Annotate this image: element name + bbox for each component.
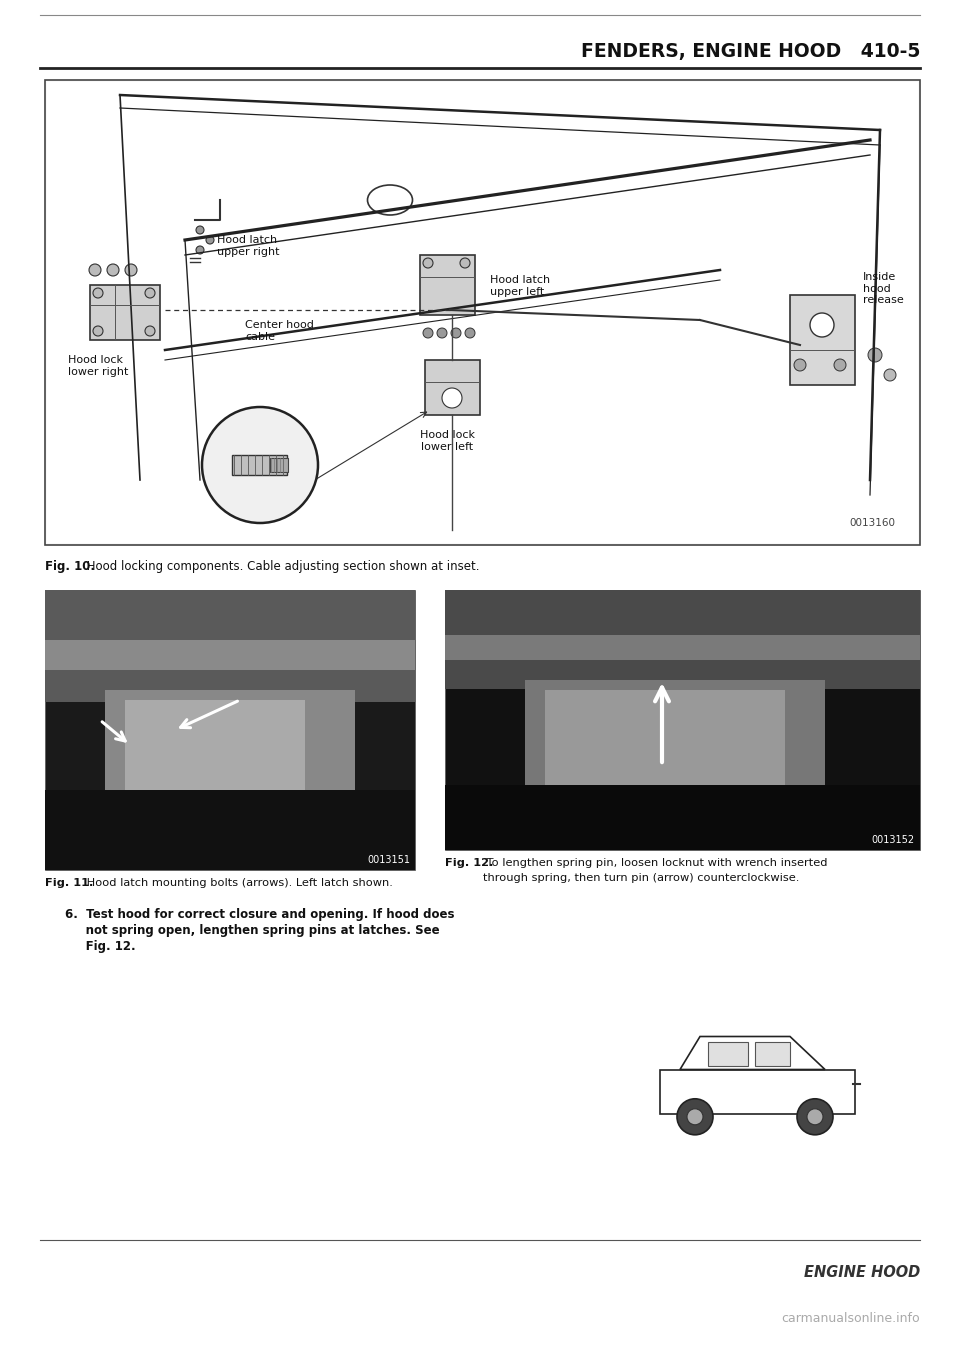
Text: Fig. 11.: Fig. 11. (45, 878, 93, 887)
Bar (232, 455, 287, 475)
Text: Fig. 12.: Fig. 12. (445, 858, 493, 868)
Circle shape (451, 328, 461, 338)
Text: 0013160: 0013160 (849, 518, 895, 528)
Bar (445, 590, 920, 849)
Bar (445, 590, 920, 689)
Text: Hood lock
lower left: Hood lock lower left (420, 430, 474, 452)
Text: 0013151: 0013151 (367, 855, 410, 864)
Text: Hood latch
upper left: Hood latch upper left (490, 275, 550, 297)
Text: Hood locking components. Cable adjusting section shown at inset.: Hood locking components. Cable adjusting… (83, 560, 479, 573)
Circle shape (677, 1099, 713, 1134)
Text: 0013152: 0013152 (872, 835, 915, 845)
Text: To lengthen spring pin, loosen locknut with wrench inserted: To lengthen spring pin, loosen locknut w… (483, 858, 828, 868)
Circle shape (810, 313, 834, 337)
Circle shape (460, 258, 470, 267)
Text: Hood lock
lower right: Hood lock lower right (68, 356, 129, 377)
Bar (660, 1069, 855, 1114)
Polygon shape (680, 1037, 825, 1069)
Circle shape (93, 288, 103, 299)
Circle shape (93, 326, 103, 337)
Ellipse shape (368, 185, 413, 214)
Text: Center hood
cable: Center hood cable (245, 320, 314, 342)
Bar (420, 255, 475, 315)
Bar (445, 784, 920, 849)
Circle shape (423, 258, 433, 267)
Circle shape (437, 328, 447, 338)
Bar (708, 1042, 748, 1067)
Bar (45, 590, 415, 870)
Text: Fig. 12.: Fig. 12. (65, 940, 135, 953)
Circle shape (797, 1099, 833, 1134)
Text: Fig. 10.: Fig. 10. (45, 560, 95, 573)
Bar (445, 635, 920, 660)
Text: not spring open, lengthen spring pins at latches. See: not spring open, lengthen spring pins at… (65, 924, 440, 936)
Circle shape (107, 265, 119, 275)
Text: Hood latch
upper right: Hood latch upper right (217, 235, 279, 256)
Bar (755, 1042, 790, 1067)
Bar (790, 294, 855, 385)
Text: ENGINE HOOD: ENGINE HOOD (804, 1265, 920, 1280)
Bar (545, 689, 785, 790)
Circle shape (196, 227, 204, 233)
Bar (47, 81, 918, 543)
Circle shape (794, 360, 806, 370)
Text: through spring, then turn pin (arrow) counterclockwise.: through spring, then turn pin (arrow) co… (483, 873, 800, 883)
Bar (90, 285, 160, 341)
Circle shape (145, 326, 155, 337)
Circle shape (125, 265, 137, 275)
Bar (125, 700, 305, 801)
Circle shape (196, 246, 204, 254)
Circle shape (868, 347, 882, 362)
Bar (45, 641, 415, 670)
Circle shape (89, 265, 101, 275)
Circle shape (145, 288, 155, 299)
Circle shape (807, 1109, 823, 1125)
Circle shape (465, 328, 475, 338)
Bar (45, 80, 920, 546)
Bar (425, 360, 480, 415)
Circle shape (834, 360, 846, 370)
Circle shape (687, 1109, 703, 1125)
Text: 6.  Test hood for correct closure and opening. If hood does: 6. Test hood for correct closure and ope… (65, 908, 454, 921)
Circle shape (202, 407, 318, 522)
Text: carmanualsonline.info: carmanualsonline.info (781, 1312, 920, 1324)
Text: Hood latch mounting bolts (arrows). Left latch shown.: Hood latch mounting bolts (arrows). Left… (83, 878, 393, 887)
Bar (270, 459, 288, 472)
Circle shape (423, 328, 433, 338)
Text: FENDERS, ENGINE HOOD   410-5: FENDERS, ENGINE HOOD 410-5 (581, 42, 920, 61)
Text: Inside
hood
release: Inside hood release (863, 271, 903, 305)
Circle shape (884, 369, 896, 381)
Circle shape (442, 388, 462, 408)
Bar (105, 689, 355, 810)
Bar (45, 790, 415, 870)
Bar (45, 590, 415, 702)
Circle shape (206, 236, 214, 244)
Bar (525, 680, 825, 801)
